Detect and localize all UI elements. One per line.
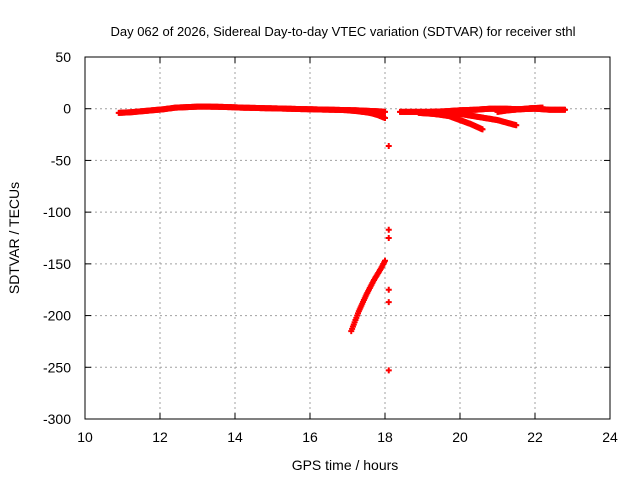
series-branch-3: [494, 104, 546, 115]
y-tick-label: 50: [55, 49, 71, 65]
x-axis-ticks: 10 12 14 16 18 20 22 24: [77, 57, 618, 445]
data-point: [382, 115, 388, 122]
y-tick-label: -100: [43, 204, 71, 220]
data-point: [539, 104, 546, 111]
y-tick-label: -300: [43, 411, 71, 427]
y-tick-label: 0: [63, 101, 71, 117]
data-point: [382, 257, 388, 264]
data-point: [479, 126, 486, 133]
x-axis-label: GPS time / hours: [292, 457, 399, 473]
data-point: [385, 235, 392, 241]
data-point: [513, 122, 520, 129]
x-tick-label: 22: [527, 429, 543, 445]
series-main-arc-lower: [344, 107, 388, 122]
plot-frame: [84, 56, 611, 420]
data-point: [385, 142, 392, 149]
y-tick-label: -250: [43, 359, 71, 375]
series-main-arc: [115, 103, 388, 116]
y-axis-label: SDTVAR / TECUs: [6, 182, 22, 294]
data-points: [115, 103, 568, 374]
y-axis-ticks: 50 0 -50 -100 -150 -200 -250 -300: [43, 49, 610, 427]
y-tick-label: -50: [51, 152, 71, 168]
y-tick-label: -200: [43, 308, 71, 324]
data-point: [385, 367, 392, 374]
series-branch-2: [438, 108, 520, 129]
y-tick-label: -150: [43, 256, 71, 272]
x-tick-label: 16: [302, 429, 318, 445]
x-tick-label: 12: [152, 429, 168, 445]
data-point: [385, 286, 392, 293]
x-tick-label: 20: [452, 429, 468, 445]
x-tick-label: 10: [77, 429, 93, 445]
data-point: [385, 226, 392, 233]
x-tick-label: 14: [227, 429, 243, 445]
data-point: [385, 299, 392, 306]
chart-title: Day 062 of 2026, Sidereal Day-to-day VTE…: [110, 24, 575, 39]
series-isolated-points: [385, 142, 392, 374]
x-tick-label: 18: [377, 429, 393, 445]
series-descending-arc: [348, 257, 388, 335]
data-point: [562, 106, 568, 113]
x-tick-label: 24: [602, 429, 618, 445]
data-point: [382, 108, 388, 115]
